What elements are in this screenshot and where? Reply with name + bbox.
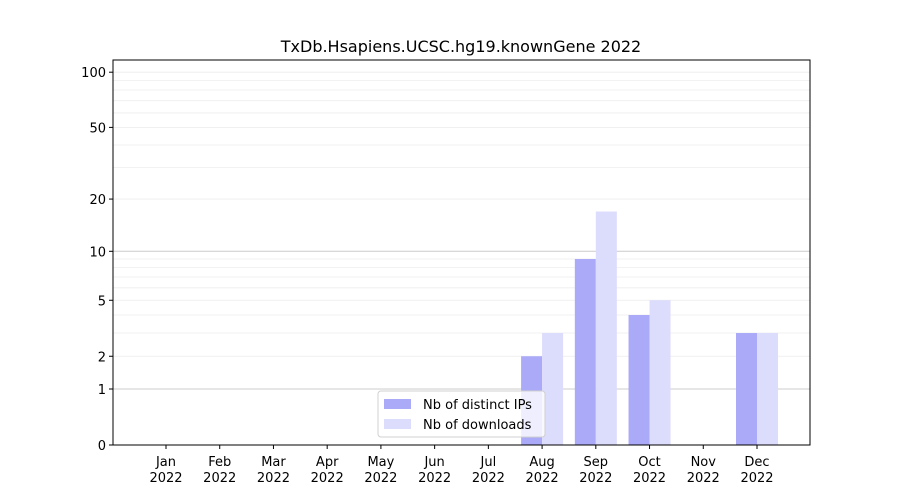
y-tick-label: 2 xyxy=(98,350,106,365)
x-tick-label: Jan xyxy=(155,455,176,470)
x-tick-label: Oct xyxy=(638,455,660,470)
plot-frame xyxy=(112,59,811,446)
x-tick-year: 2022 xyxy=(203,471,236,486)
x-tick-year: 2022 xyxy=(633,471,666,486)
x-tick-label: Mar xyxy=(261,455,286,470)
x-tick-year: 2022 xyxy=(149,471,182,486)
x-tick-year: 2022 xyxy=(472,471,505,486)
y-tick-label: 50 xyxy=(89,121,106,136)
x-tick-label: Sep xyxy=(584,455,609,470)
bar-downloads xyxy=(542,333,564,445)
x-tick-label: Aug xyxy=(529,455,554,470)
x-tick-label: Jul xyxy=(480,455,497,470)
bar-distinct-ips xyxy=(628,314,650,445)
legend-label: Nb of downloads xyxy=(423,418,532,433)
x-tick-label: Feb xyxy=(208,455,231,470)
y-tick-label: 100 xyxy=(81,66,106,81)
x-tick-label: May xyxy=(367,455,394,470)
y-tick-label: 10 xyxy=(89,245,106,260)
x-tick-label: Jun xyxy=(423,455,444,470)
x-tick-year: 2022 xyxy=(526,471,559,486)
x-tick-year: 2022 xyxy=(364,471,397,486)
x-tick-label: Nov xyxy=(691,455,717,470)
x-tick-year: 2022 xyxy=(257,471,290,486)
x-tick-year: 2022 xyxy=(418,471,451,486)
legend-label: Nb of distinct IPs xyxy=(423,398,532,413)
bar-downloads xyxy=(649,300,671,445)
legend: Nb of distinct IPs Nb of downloads xyxy=(377,390,546,438)
x-tick-year: 2022 xyxy=(740,471,773,486)
bar-distinct-ips xyxy=(574,259,596,445)
x-tick-year: 2022 xyxy=(687,471,720,486)
x-tick-year: 2022 xyxy=(579,471,612,486)
bar-downloads xyxy=(757,333,778,445)
x-tick-label: Apr xyxy=(316,455,339,470)
legend-swatch xyxy=(384,399,411,409)
chart-title: TxDb.Hsapiens.UCSC.hg19.knownGene 2022 xyxy=(280,37,641,56)
y-tick-label: 20 xyxy=(89,193,106,208)
legend-box xyxy=(377,390,546,438)
x-tick-year: 2022 xyxy=(311,471,344,486)
x-tick-label: Dec xyxy=(744,455,769,470)
bar-downloads xyxy=(595,211,617,445)
y-tick-label: 5 xyxy=(98,294,106,309)
y-tick-label: 0 xyxy=(98,439,106,454)
bar-distinct-ips xyxy=(736,333,757,445)
y-tick-label: 1 xyxy=(98,383,106,398)
legend-swatch xyxy=(384,419,411,429)
